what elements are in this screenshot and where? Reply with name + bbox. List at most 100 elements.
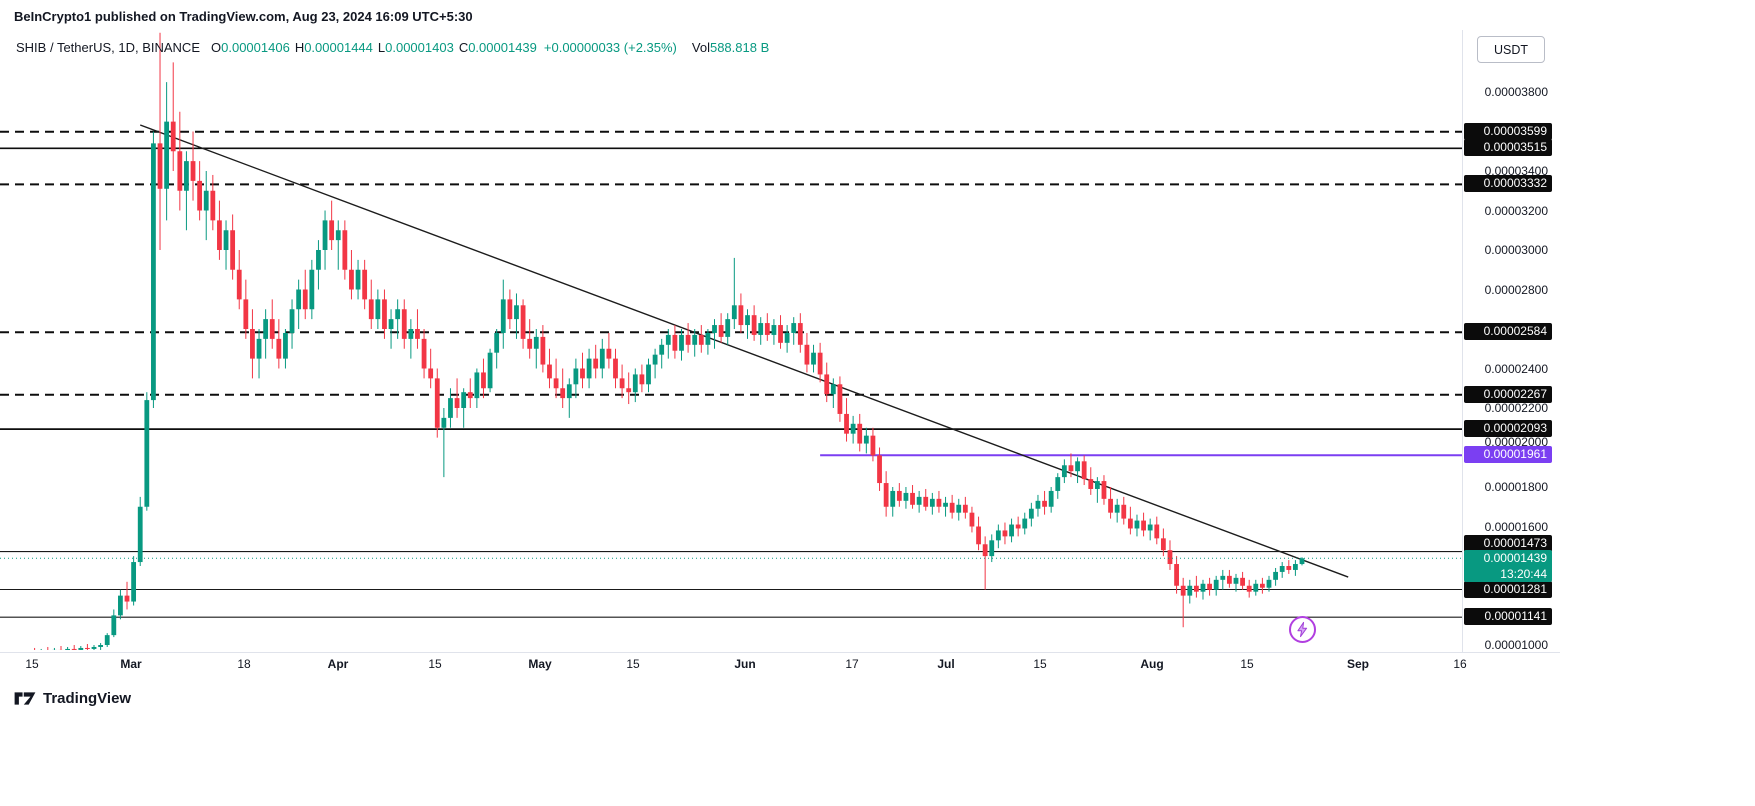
candle-body <box>896 490 902 501</box>
candle-body <box>712 325 717 333</box>
candle-body <box>1273 571 1278 580</box>
price-axis-label: 0.00002800 <box>1484 282 1548 297</box>
candle-body <box>1015 524 1021 529</box>
candle-body <box>177 151 183 191</box>
candle-body <box>844 413 849 434</box>
lightning-icon <box>1296 621 1307 637</box>
candle-body <box>1193 585 1199 592</box>
candle-body <box>764 323 770 335</box>
candle-body <box>1246 585 1252 592</box>
candle-body <box>1259 583 1265 588</box>
time-axis-label: 17 <box>845 657 859 671</box>
candle-body <box>131 562 137 602</box>
candle-body <box>1075 461 1080 472</box>
time-axis-label: 15 <box>1240 657 1254 671</box>
candle-body <box>243 299 249 329</box>
candle-body <box>830 384 836 395</box>
candle-body <box>309 269 315 310</box>
candle-body <box>1127 518 1133 529</box>
candle-body <box>514 305 519 320</box>
candle-body <box>976 526 981 545</box>
time-axis-label: Apr <box>327 657 349 671</box>
candle-body <box>434 378 440 428</box>
candle-body <box>797 323 803 345</box>
candle-body <box>507 299 513 320</box>
candle-body <box>731 305 737 320</box>
ohlc-close: C0.00001439 <box>458 40 537 55</box>
price-change: +0.00000033 (+2.35%) <box>543 40 677 55</box>
candle-body <box>190 161 196 181</box>
candle-body <box>1088 479 1094 489</box>
candle-body <box>1292 564 1298 570</box>
price-axis-label: 0.00003200 <box>1484 203 1548 218</box>
candle-body <box>923 496 929 507</box>
candle-body <box>995 530 1001 541</box>
candle-body <box>619 378 625 389</box>
candle-body <box>184 161 189 191</box>
candle-body <box>652 354 658 365</box>
candle-body <box>1200 583 1206 592</box>
candle-body <box>1226 575 1232 584</box>
candle-body <box>382 299 387 329</box>
candle-body <box>1160 538 1166 551</box>
candle-body <box>586 358 592 379</box>
candle-body <box>1035 500 1041 509</box>
candle-body <box>771 325 777 335</box>
candle-body <box>388 319 394 329</box>
candle-body <box>1009 524 1014 537</box>
candle-body <box>784 332 790 343</box>
level-price-badge: 0.00001141 <box>1464 608 1552 626</box>
ohlc-high: H0.00001444 <box>294 40 373 55</box>
descending-trendline[interactable] <box>139 124 1349 578</box>
candle-body <box>236 269 242 300</box>
symbol-legend: SHIB / TetherUS, 1D, BINANCE O0.00001406… <box>16 40 769 55</box>
candle-body <box>111 615 117 636</box>
candle-body <box>903 492 909 501</box>
candle-body <box>487 352 493 389</box>
candle-body <box>401 309 407 339</box>
candle-body <box>65 648 71 650</box>
candle-body <box>685 334 691 345</box>
candle-body <box>646 364 651 385</box>
candle-body <box>936 498 942 507</box>
candle-body <box>890 490 896 507</box>
candle-body <box>1286 566 1292 570</box>
candle-body <box>718 325 724 337</box>
candle-body <box>989 540 995 557</box>
candle-body <box>943 502 948 507</box>
level-price-badge: 0.00003515 <box>1464 139 1552 157</box>
candle-body <box>91 646 97 649</box>
price-axis-label: 0.00002200 <box>1484 401 1548 415</box>
candle-body <box>606 348 612 359</box>
candle-body <box>415 329 420 339</box>
currency-toggle-button[interactable]: USDT <box>1477 36 1545 63</box>
candle-body <box>1213 579 1219 590</box>
symbol-title[interactable]: SHIB / TetherUS, 1D, BINANCE <box>16 40 200 55</box>
candle-body <box>725 319 731 337</box>
candle-body <box>850 423 856 434</box>
candle-body <box>1147 524 1153 531</box>
tradingview-watermark[interactable]: TradingView <box>14 690 131 707</box>
candle-body <box>553 378 559 389</box>
price-axis-border <box>1462 30 1463 652</box>
idea-marker[interactable] <box>1288 615 1316 643</box>
level-price-badge: 0.00003599 <box>1464 122 1552 140</box>
candle-body <box>349 269 354 290</box>
candle-body <box>679 334 684 351</box>
candle-body <box>276 338 282 359</box>
candle-body <box>665 334 671 345</box>
candle-body <box>157 143 163 189</box>
candle-body <box>969 512 975 527</box>
candle-body <box>599 348 605 369</box>
level-price-badge: 0.00002267 <box>1464 385 1552 403</box>
candle-body <box>751 315 757 335</box>
candle-body <box>791 323 797 333</box>
candle-body <box>474 372 480 399</box>
candle-body <box>863 435 869 444</box>
candle-body <box>916 496 922 505</box>
price-axis-label: 0.00001000 <box>1484 638 1548 652</box>
candle-body <box>98 645 104 647</box>
candle-body <box>632 374 638 393</box>
time-axis-label: 16 <box>1453 657 1467 671</box>
